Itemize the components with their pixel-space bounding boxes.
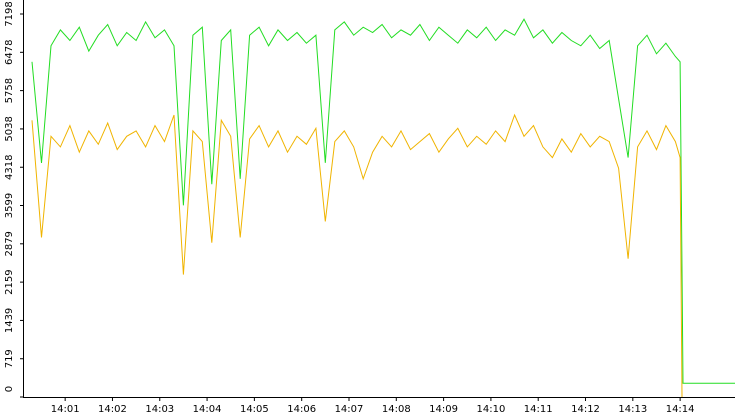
y-tick-label: 5758 [4, 78, 15, 103]
x-tick-label: 14:05 [240, 404, 269, 415]
x-tick-label: 14:06 [287, 404, 316, 415]
x-tick-label: 14:11 [524, 404, 553, 415]
x-tick-label: 14:14 [666, 404, 695, 415]
x-tick-label: 14:03 [145, 404, 174, 415]
y-tick-label: 6478 [4, 40, 15, 65]
series-line [31, 18, 735, 384]
x-tick-label: 14:09 [429, 404, 458, 415]
x-tick-label: 14:02 [98, 404, 127, 415]
x-tick-label: 14:10 [476, 404, 505, 415]
y-tick-label: 7198 [4, 1, 15, 26]
y-tick-label: 5038 [4, 116, 15, 141]
x-tick-label: 14:12 [571, 404, 600, 415]
x-tick-label: 14:07 [335, 404, 364, 415]
y-tick-label: 0 [4, 386, 15, 392]
y-tick-label: 719 [4, 349, 15, 368]
y-tick-label: 1439 [4, 308, 15, 333]
series-line [31, 113, 683, 398]
x-tick-label: 14:01 [51, 404, 80, 415]
y-tick-label: 2159 [4, 269, 15, 294]
y-tick-label: 3599 [4, 193, 15, 218]
x-tick-label: 14:04 [193, 404, 222, 415]
x-tick-label: 14:08 [382, 404, 411, 415]
y-tick-label: 2879 [4, 231, 15, 256]
y-tick-label: 4318 [4, 155, 15, 180]
x-tick-label: 14:13 [618, 404, 647, 415]
